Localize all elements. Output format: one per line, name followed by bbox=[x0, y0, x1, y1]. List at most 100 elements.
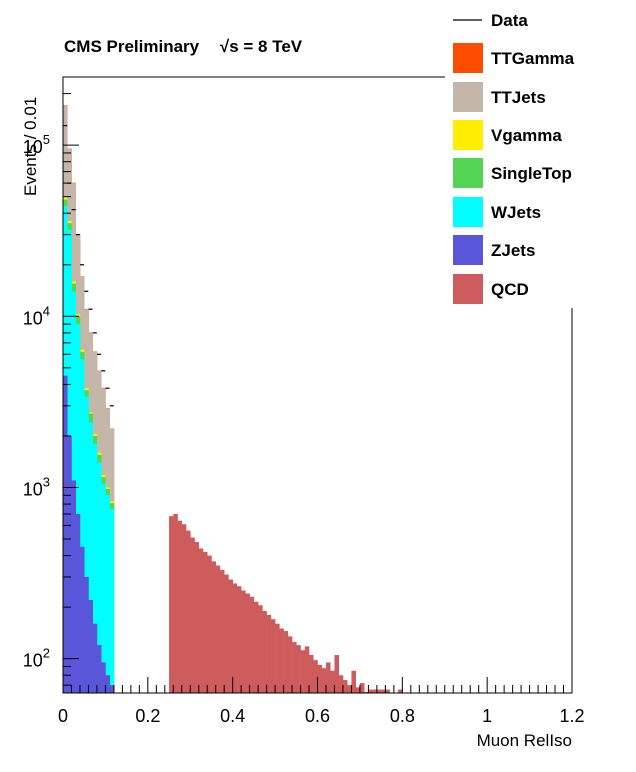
y-axis-label: Events / 0.01 bbox=[21, 97, 40, 196]
qcd-bar bbox=[385, 689, 390, 693]
qcd-bar bbox=[198, 548, 204, 693]
legend-swatch-zjets bbox=[453, 235, 483, 265]
wjets-bar bbox=[79, 359, 85, 693]
x-tick-label: 0 bbox=[58, 706, 68, 726]
qcd-bar bbox=[215, 565, 221, 693]
legend-label-wjets: WJets bbox=[491, 203, 541, 222]
qcd-bar bbox=[313, 660, 318, 693]
zjets-bar bbox=[75, 513, 81, 693]
zjets-bar bbox=[71, 480, 77, 693]
y-tick-label: 102 bbox=[23, 646, 50, 671]
qcd-bar bbox=[181, 524, 187, 693]
qcd-bar bbox=[202, 551, 208, 693]
chart-title: CMS Preliminary √s = 8 TeV bbox=[64, 37, 303, 56]
zjets-bar bbox=[96, 645, 102, 693]
qcd-bar bbox=[173, 513, 178, 693]
qcd-bar bbox=[224, 574, 229, 693]
qcd-bar bbox=[317, 664, 323, 693]
data-points bbox=[63, 125, 114, 407]
qcd-bar bbox=[194, 542, 200, 693]
qcd-bar bbox=[398, 689, 403, 693]
qcd-bar bbox=[334, 655, 340, 693]
zjets-bar bbox=[105, 675, 110, 693]
wjets-bar bbox=[105, 495, 110, 693]
y-tick-label: 104 bbox=[23, 303, 50, 328]
qcd-bar bbox=[351, 670, 356, 693]
qcd-bar bbox=[169, 516, 174, 693]
y-tick-label: 105 bbox=[23, 132, 50, 157]
zjets-bar bbox=[67, 435, 72, 693]
chart-title-prefix: CMS Preliminary bbox=[64, 37, 200, 56]
qcd-bar bbox=[347, 685, 352, 693]
x-tick-label: 0.2 bbox=[135, 706, 160, 726]
y-axis-ticks: 102 103 104 105 bbox=[23, 93, 79, 686]
zjets-bar bbox=[101, 662, 106, 693]
qcd-bar bbox=[330, 670, 335, 693]
qcd-bar bbox=[372, 689, 378, 693]
zjets-bar bbox=[109, 685, 115, 693]
chart-title-sqrt: √ bbox=[220, 37, 230, 56]
zjets-bar bbox=[88, 600, 93, 693]
qcd-bar bbox=[275, 623, 280, 693]
qcd-bars bbox=[169, 513, 403, 693]
qcd-bar bbox=[342, 680, 348, 693]
legend: Data TTGamma TTJets Vgamma SingleTop WJets ZJe… bbox=[445, 0, 631, 308]
qcd-bar bbox=[211, 561, 216, 693]
zjets-bar bbox=[63, 375, 68, 693]
wjets-bar bbox=[75, 324, 81, 693]
legend-label-qcd: QCD bbox=[491, 280, 529, 299]
qcd-bar bbox=[253, 601, 259, 693]
legend-swatch-singletop bbox=[453, 158, 483, 188]
qcd-bar bbox=[309, 655, 314, 693]
qcd-bar bbox=[296, 645, 301, 693]
legend-label-zjets: ZJets bbox=[491, 241, 535, 260]
qcd-bar bbox=[325, 662, 331, 693]
qcd-bar bbox=[355, 687, 361, 693]
qcd-bar bbox=[186, 530, 191, 693]
wjets-bar bbox=[109, 508, 115, 693]
wjets-bar bbox=[84, 396, 89, 693]
qcd-bar bbox=[376, 689, 382, 693]
zjets-bar bbox=[84, 576, 89, 693]
qcd-bar bbox=[228, 579, 233, 693]
qcd-bar bbox=[300, 650, 306, 693]
qcd-bar bbox=[338, 675, 344, 693]
legend-label-singletop: SingleTop bbox=[491, 164, 572, 183]
legend-swatch-ttjets bbox=[453, 82, 483, 112]
qcd-bar bbox=[287, 636, 293, 693]
qcd-bar bbox=[219, 569, 225, 693]
qcd-bar bbox=[292, 642, 297, 693]
qcd-bar bbox=[270, 619, 276, 693]
mc-stack-bars bbox=[63, 105, 115, 694]
x-axis-ticks: 0 0.2 0.4 0.6 0.8 1 1.2 bbox=[58, 677, 585, 726]
qcd-bar bbox=[249, 596, 255, 693]
legend-swatch-ttgamma bbox=[453, 43, 483, 73]
x-tick-label: 0.4 bbox=[220, 706, 245, 726]
qcd-bar bbox=[207, 555, 212, 693]
qcd-bar bbox=[245, 593, 250, 693]
legend-swatch-qcd bbox=[453, 274, 483, 304]
qcd-bar bbox=[241, 590, 246, 693]
qcd-bar bbox=[304, 646, 310, 693]
qcd-bar bbox=[177, 520, 183, 693]
x-tick-label: 1.2 bbox=[559, 706, 584, 726]
wjets-bar bbox=[101, 483, 106, 693]
x-tick-label: 0.8 bbox=[390, 706, 415, 726]
qcd-bar bbox=[321, 668, 327, 693]
legend-swatch-vgamma bbox=[453, 120, 483, 150]
chart-title-suffix: s = 8 TeV bbox=[229, 37, 303, 56]
qcd-bar bbox=[236, 586, 242, 693]
qcd-bar bbox=[266, 614, 272, 693]
legend-swatch-wjets bbox=[453, 197, 483, 227]
qcd-bar bbox=[364, 691, 369, 693]
x-tick-label: 1 bbox=[482, 706, 492, 726]
zjets-bar bbox=[92, 623, 98, 693]
zjets-bar bbox=[79, 546, 85, 693]
wjets-bar bbox=[88, 422, 93, 693]
qcd-bar bbox=[258, 605, 263, 693]
qcd-bar bbox=[262, 610, 267, 693]
legend-label-ttgamma: TTGamma bbox=[491, 49, 575, 68]
x-tick-label: 0.6 bbox=[305, 706, 330, 726]
legend-label-ttjets: TTJets bbox=[491, 88, 546, 107]
